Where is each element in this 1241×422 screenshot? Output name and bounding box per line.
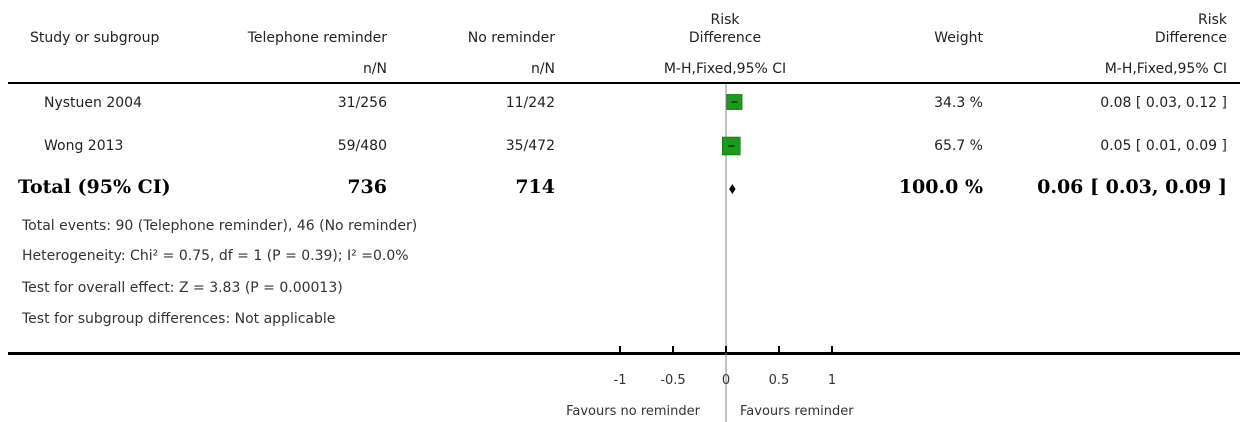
header-group2: No reminder xyxy=(467,30,555,46)
header-rd-line1: Risk xyxy=(710,12,740,28)
study-group1: 59/480 xyxy=(337,138,387,154)
axis-tick-label: -1 xyxy=(614,373,627,388)
bottom-rule xyxy=(8,352,1240,355)
favours-right-label: Favours reminder xyxy=(740,404,854,419)
header-rule xyxy=(8,82,1240,84)
footnote-heterogeneity: Heterogeneity: Chi² = 0.75, df = 1 (P = … xyxy=(22,248,409,264)
favours-left-label: Favours no reminder xyxy=(566,404,700,419)
header-rd2-line2: Difference xyxy=(1154,30,1227,46)
header-weight: Weight xyxy=(934,30,983,46)
subheader-group1-nN: n/N xyxy=(362,61,387,77)
subheader-rd-method: M-H,Fixed,95% CI xyxy=(663,61,787,77)
total-group2: 714 xyxy=(515,176,555,198)
axis-tick-label: -0.5 xyxy=(660,373,685,388)
total-ci-text: 0.06 [ 0.03, 0.09 ] xyxy=(1037,176,1227,198)
study-ci-text: 0.08 [ 0.03, 0.12 ] xyxy=(1100,95,1227,111)
subheader-group2-nN: n/N xyxy=(530,61,555,77)
pooled-diamond xyxy=(729,184,736,194)
total-group1: 736 xyxy=(347,176,387,198)
total-weight: 100.0 % xyxy=(898,176,983,198)
header-study: Study or subgroup xyxy=(30,30,160,46)
study-group2: 11/242 xyxy=(505,95,555,111)
footnote-overall-effect: Test for overall effect: Z = 3.83 (P = 0… xyxy=(22,280,343,296)
footnote-events: Total events: 90 (Telephone reminder), 4… xyxy=(22,218,418,234)
header-group1: Telephone reminder xyxy=(247,30,387,46)
axis-tick-label: 0 xyxy=(722,373,730,388)
study-group1: 31/256 xyxy=(337,95,387,111)
footnote-subgroup: Test for subgroup differences: Not appli… xyxy=(22,311,336,327)
header-rd-line2: Difference xyxy=(688,30,762,46)
study-name: Wong 2013 xyxy=(44,138,124,154)
header-rd2-line1: Risk xyxy=(1197,12,1227,28)
study-name: Nystuen 2004 xyxy=(44,95,142,111)
subheader-rd2-method: M-H,Fixed,95% CI xyxy=(1104,61,1227,77)
axis-tick-label: 0.5 xyxy=(769,373,790,388)
study-group2: 35/472 xyxy=(505,138,555,154)
study-ci-text: 0.05 [ 0.01, 0.09 ] xyxy=(1100,138,1227,154)
axis-tick-label: 1 xyxy=(828,373,836,388)
total-label: Total (95% CI) xyxy=(18,176,171,198)
study-weight: 65.7 % xyxy=(934,138,983,154)
study-weight: 34.3 % xyxy=(934,95,983,111)
